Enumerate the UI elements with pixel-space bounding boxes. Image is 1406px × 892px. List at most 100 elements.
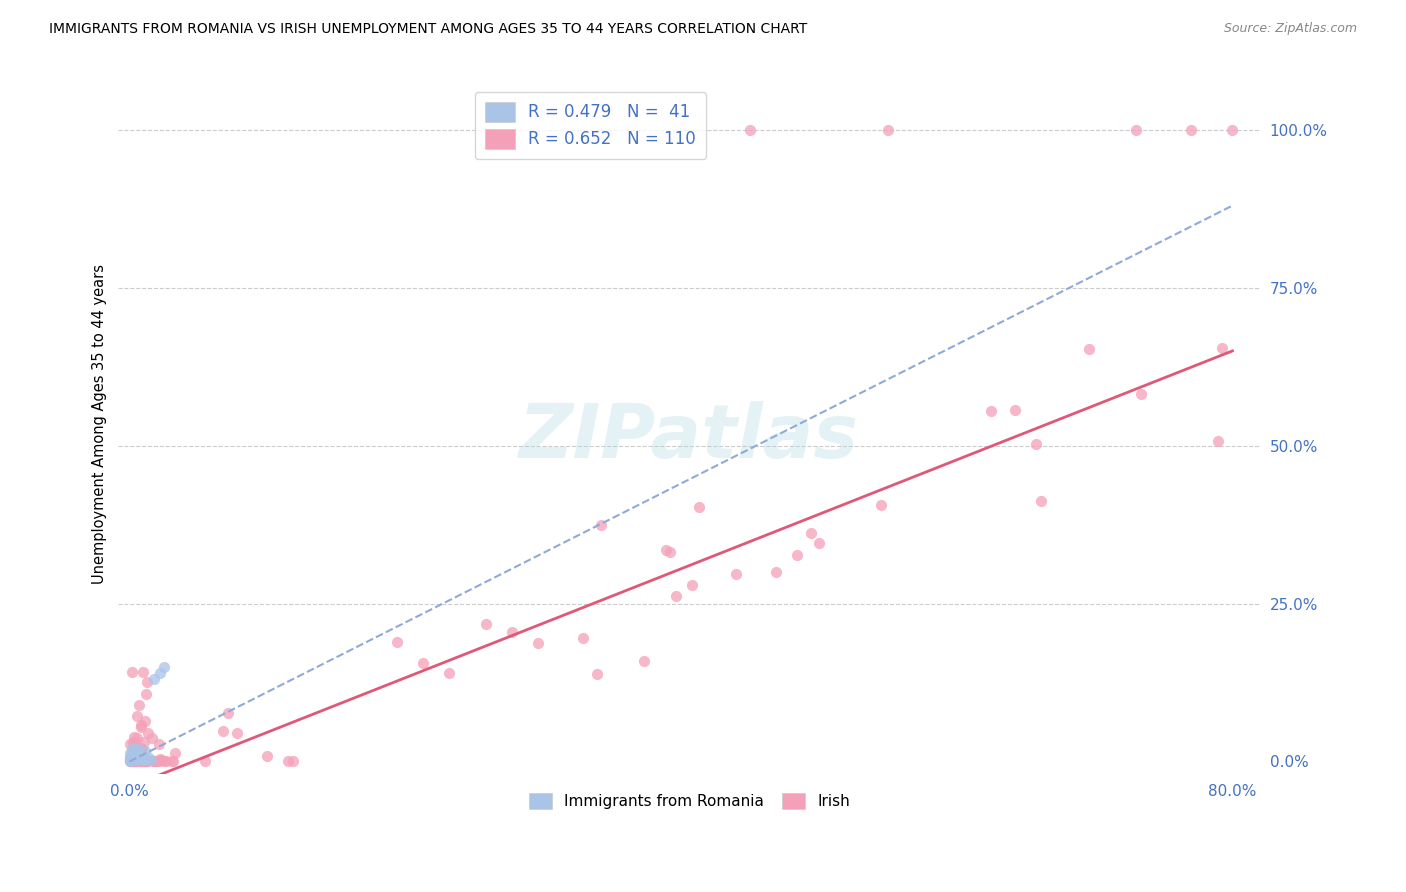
Point — [129, 720, 152, 734]
Point — [124, 755, 146, 769]
Point — [124, 750, 146, 764]
Point — [474, 617, 496, 632]
Point — [135, 755, 157, 769]
Point — [142, 755, 165, 769]
Point — [127, 752, 149, 766]
Point — [134, 744, 156, 758]
Point — [1208, 434, 1230, 449]
Point — [131, 750, 153, 764]
Point — [160, 755, 183, 769]
Point — [146, 755, 169, 769]
Text: ZIPatlas: ZIPatlas — [519, 401, 859, 474]
Point — [124, 755, 146, 769]
Point — [412, 656, 434, 670]
Point — [120, 755, 142, 769]
Point — [385, 634, 408, 648]
Point — [786, 549, 808, 563]
Point — [134, 753, 156, 767]
Point — [120, 748, 142, 763]
Point — [1125, 123, 1147, 137]
Text: Source: ZipAtlas.com: Source: ZipAtlas.com — [1223, 22, 1357, 36]
Point — [131, 755, 153, 769]
Point — [125, 750, 148, 764]
Point — [527, 636, 550, 650]
Point — [725, 567, 748, 582]
Point — [142, 755, 165, 769]
Point — [128, 755, 150, 769]
Point — [136, 750, 159, 764]
Point — [128, 748, 150, 763]
Point — [1180, 123, 1202, 137]
Point — [870, 499, 893, 513]
Point — [118, 737, 141, 751]
Point — [655, 543, 678, 558]
Point — [800, 525, 823, 540]
Point — [135, 687, 157, 701]
Point — [134, 714, 156, 728]
Point — [143, 673, 166, 687]
Point — [131, 755, 153, 769]
Point — [121, 747, 143, 761]
Point — [225, 725, 247, 739]
Point — [131, 741, 153, 756]
Point — [124, 753, 146, 767]
Point — [122, 735, 145, 749]
Point — [120, 755, 142, 769]
Point — [124, 752, 146, 766]
Point — [135, 675, 157, 690]
Point — [876, 123, 898, 137]
Point — [122, 753, 145, 767]
Point — [153, 659, 176, 673]
Point — [124, 744, 146, 758]
Point — [125, 755, 148, 769]
Point — [129, 752, 152, 766]
Point — [1025, 437, 1047, 451]
Point — [980, 404, 1002, 418]
Point — [121, 755, 143, 769]
Point — [134, 735, 156, 749]
Legend: Immigrants from Romania, Irish: Immigrants from Romania, Irish — [523, 788, 856, 815]
Point — [1129, 387, 1152, 401]
Point — [738, 123, 761, 137]
Point — [437, 665, 460, 680]
Point — [127, 751, 149, 765]
Point — [120, 753, 142, 767]
Point — [149, 753, 172, 767]
Point — [131, 755, 153, 769]
Point — [585, 667, 607, 681]
Point — [129, 740, 152, 755]
Point — [153, 755, 176, 769]
Point — [256, 748, 278, 763]
Point — [139, 753, 162, 767]
Point — [124, 755, 146, 769]
Point — [131, 755, 153, 769]
Point — [118, 752, 141, 766]
Point — [122, 755, 145, 769]
Point — [277, 755, 299, 769]
Point — [688, 500, 710, 514]
Point — [127, 755, 149, 769]
Point — [132, 755, 155, 769]
Point — [141, 731, 163, 745]
Point — [118, 753, 141, 767]
Point — [143, 755, 166, 769]
Point — [1222, 123, 1244, 137]
Point — [132, 755, 155, 769]
Point — [132, 665, 155, 680]
Point — [633, 655, 655, 669]
Point — [281, 755, 304, 769]
Point — [659, 545, 682, 559]
Point — [136, 726, 159, 740]
Point — [127, 755, 149, 769]
Point — [121, 753, 143, 767]
Point — [127, 731, 149, 745]
Point — [129, 743, 152, 757]
Point — [120, 755, 142, 769]
Point — [807, 536, 830, 550]
Point — [148, 755, 170, 769]
Point — [121, 747, 143, 762]
Point — [121, 749, 143, 764]
Point — [122, 745, 145, 759]
Point — [155, 755, 177, 769]
Point — [120, 755, 142, 769]
